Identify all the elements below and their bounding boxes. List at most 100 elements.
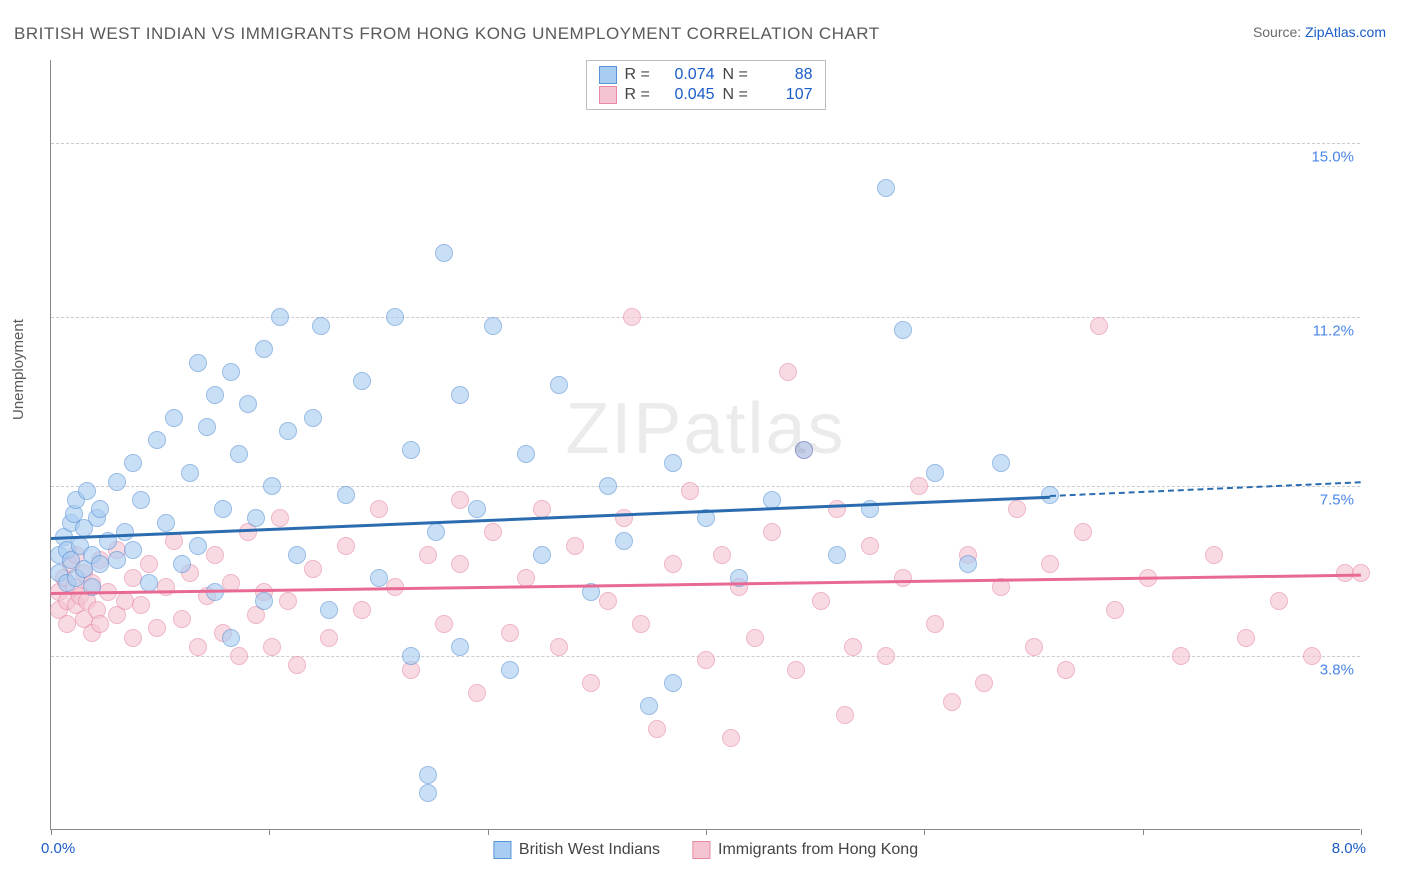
source-prefix: Source: <box>1253 24 1305 40</box>
n-label: N = <box>723 66 755 84</box>
scatter-point <box>91 500 109 518</box>
scatter-point <box>550 638 568 656</box>
series-2-name: Immigrants from Hong Kong <box>718 841 918 859</box>
legend-item-1: British West Indians <box>493 841 660 859</box>
scatter-point <box>501 624 519 642</box>
scatter-point <box>402 647 420 665</box>
scatter-point <box>214 500 232 518</box>
scatter-point <box>599 592 617 610</box>
x-tick <box>706 829 707 835</box>
scatter-point <box>181 464 199 482</box>
scatter-point <box>861 537 879 555</box>
scatter-point <box>681 482 699 500</box>
scatter-point <box>230 647 248 665</box>
scatter-point <box>157 578 175 596</box>
scatter-point <box>664 454 682 472</box>
scatter-point <box>132 596 150 614</box>
scatter-point <box>148 431 166 449</box>
scatter-point <box>517 445 535 463</box>
x-tick-max: 8.0% <box>1332 840 1366 857</box>
scatter-point <box>959 555 977 573</box>
scatter-point <box>263 638 281 656</box>
scatter-point <box>255 592 273 610</box>
scatter-point <box>1041 555 1059 573</box>
scatter-point <box>165 532 183 550</box>
x-tick <box>924 829 925 835</box>
scatter-point <box>247 509 265 527</box>
scatter-point <box>140 574 158 592</box>
n-value-2: 107 <box>763 86 813 104</box>
scatter-point <box>279 422 297 440</box>
scatter-point <box>419 546 437 564</box>
scatter-point <box>632 615 650 633</box>
swatch-series-1 <box>599 66 617 84</box>
scatter-point <box>271 509 289 527</box>
scatter-point <box>812 592 830 610</box>
scatter-point <box>615 532 633 550</box>
scatter-point <box>386 308 404 326</box>
scatter-point <box>108 551 126 569</box>
y-axis-label: Unemployment <box>10 319 27 420</box>
y-tick-label: 7.5% <box>1320 492 1360 509</box>
scatter-point <box>451 491 469 509</box>
scatter-point <box>165 409 183 427</box>
scatter-point <box>402 441 420 459</box>
scatter-point <box>124 541 142 559</box>
x-tick <box>51 829 52 835</box>
scatter-point <box>582 674 600 692</box>
scatter-point <box>1303 647 1321 665</box>
scatter-point <box>435 615 453 633</box>
scatter-point <box>894 569 912 587</box>
scatter-point <box>304 409 322 427</box>
scatter-point <box>640 697 658 715</box>
scatter-point <box>255 340 273 358</box>
scatter-point <box>501 661 519 679</box>
legend-item-2: Immigrants from Hong Kong <box>692 841 918 859</box>
scatter-point <box>189 638 207 656</box>
scatter-point <box>320 629 338 647</box>
scatter-point <box>222 629 240 647</box>
scatter-point <box>566 537 584 555</box>
scatter-point <box>877 647 895 665</box>
scatter-point <box>468 500 486 518</box>
scatter-point <box>615 509 633 527</box>
x-tick <box>269 829 270 835</box>
scatter-point <box>1270 592 1288 610</box>
scatter-point <box>828 500 846 518</box>
x-tick <box>1361 829 1362 835</box>
x-tick <box>488 829 489 835</box>
scatter-point <box>148 619 166 637</box>
scatter-point <box>795 441 813 459</box>
scatter-point <box>484 317 502 335</box>
scatter-point <box>1025 638 1043 656</box>
scatter-point <box>713 546 731 564</box>
scatter-point <box>1172 647 1190 665</box>
scatter-point <box>1057 661 1075 679</box>
scatter-point <box>517 569 535 587</box>
scatter-point <box>239 395 257 413</box>
scatter-point <box>124 454 142 472</box>
scatter-point <box>1090 317 1108 335</box>
scatter-point <box>877 179 895 197</box>
scatter-point <box>189 354 207 372</box>
y-tick-label: 3.8% <box>1320 661 1360 678</box>
scatter-point <box>189 537 207 555</box>
scatter-point <box>157 514 175 532</box>
scatter-point <box>263 477 281 495</box>
chart-container: ZIPatlas R = 0.074 N = 88 R = 0.045 N = … <box>50 60 1360 830</box>
scatter-point <box>975 674 993 692</box>
scatter-point <box>140 555 158 573</box>
scatter-point <box>320 601 338 619</box>
scatter-point <box>533 546 551 564</box>
scatter-point <box>697 651 715 669</box>
x-tick <box>1143 829 1144 835</box>
scatter-point <box>779 363 797 381</box>
scatter-point <box>58 615 76 633</box>
scatter-point <box>664 555 682 573</box>
scatter-point <box>206 386 224 404</box>
scatter-point <box>894 321 912 339</box>
scatter-point <box>451 386 469 404</box>
scatter-point <box>353 601 371 619</box>
source-link[interactable]: ZipAtlas.com <box>1305 24 1386 40</box>
n-label: N = <box>723 86 755 104</box>
